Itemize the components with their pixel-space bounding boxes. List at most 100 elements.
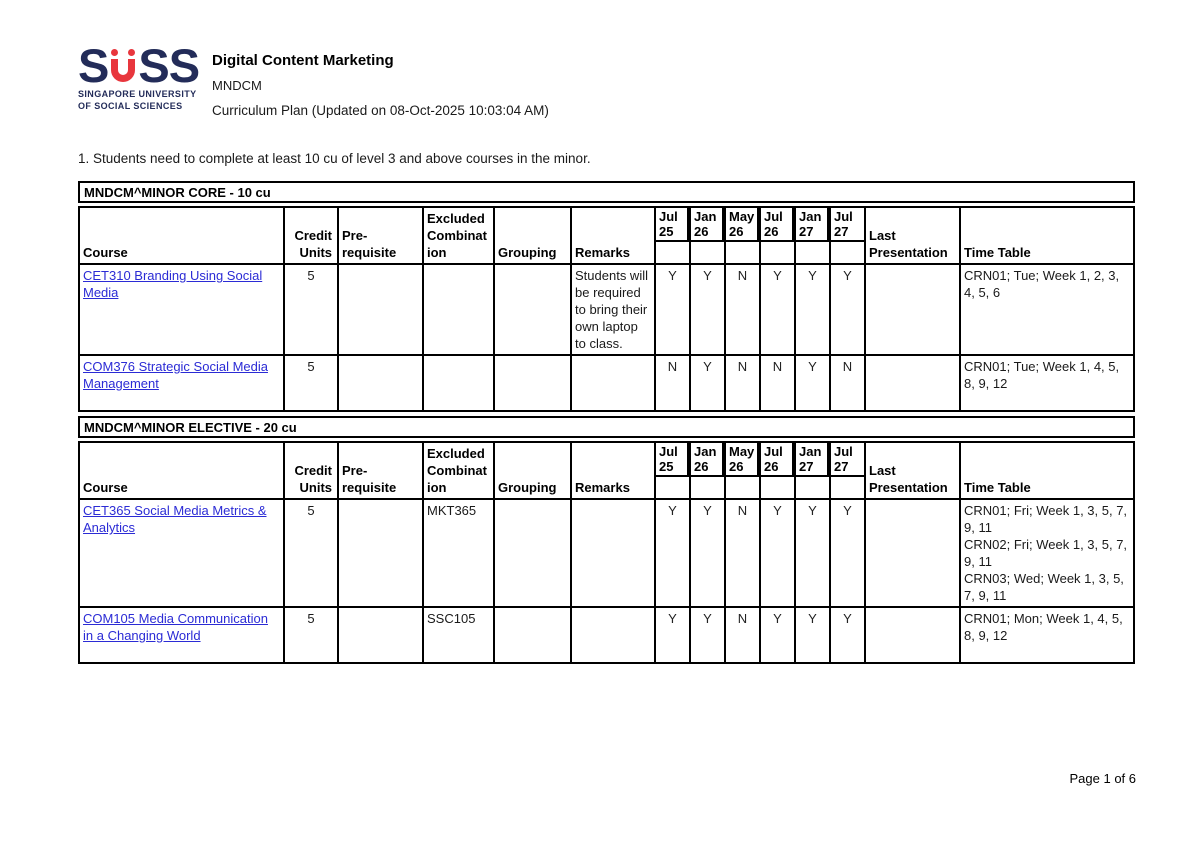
logo-tagline-line2: OF SOCIAL SCIENCES <box>78 101 183 111</box>
pre-requisite-cell <box>337 498 424 608</box>
col-header-time-table: Time Table <box>959 206 1135 265</box>
col-header-remarks: Remarks <box>570 441 656 500</box>
offered-jul27-cell: N <box>829 354 866 412</box>
curriculum-section: MNDCM^MINOR ELECTIVE - 20 cu Course Cred… <box>78 416 1135 664</box>
grouping-cell <box>493 498 572 608</box>
table-header-row: Course Credit Units Pre-requisite Exclud… <box>78 441 1135 500</box>
col-header-semester-jul26: Jul 26 <box>759 206 796 265</box>
excluded-combination-cell: SSC105 <box>422 606 495 664</box>
pre-requisite-cell <box>337 263 424 356</box>
logo-letter-s2: S <box>138 39 169 92</box>
course-cell: CET365 Social Media Metrics & Analytics <box>78 498 285 608</box>
course-cell: COM105 Media Communication in a Changing… <box>78 606 285 664</box>
col-header-semester-may26: May 26 <box>724 441 761 500</box>
offered-jan27-cell: Y <box>794 354 831 412</box>
col-header-semester-jan27: Jan 27 <box>794 206 831 265</box>
course-link[interactable]: COM376 Strategic Social Media Management <box>83 359 268 391</box>
course-cell: CET310 Branding Using Social Media <box>78 263 285 356</box>
sections: MNDCM^MINOR CORE - 10 cu Course Credit U… <box>78 181 1135 664</box>
suss-logo: S S S SINGAPORE UNIVERSITY OF SOCIAL SCI… <box>78 39 202 118</box>
timetable-cell: CRN01; Fri; Week 1, 3, 5, 7, 9, 11 CRN02;… <box>959 498 1135 608</box>
col-header-semester-jul25: Jul 25 <box>654 441 691 500</box>
page-number: Page 1 of 6 <box>1069 771 1137 786</box>
offered-may26-cell: N <box>724 498 761 608</box>
curriculum-table: Course Credit Units Pre-requisite Exclud… <box>78 206 1135 412</box>
offered-jan26-cell: Y <box>689 606 726 664</box>
program-code: MNDCM <box>212 78 262 93</box>
course-row: CET365 Social Media Metrics & Analytics … <box>78 498 1135 608</box>
pre-requisite-cell <box>337 606 424 664</box>
logo-u-icon <box>109 48 137 83</box>
section-title: MNDCM^MINOR CORE - 10 cu <box>78 181 1135 203</box>
offered-jan26-cell: Y <box>689 354 726 412</box>
col-header-semester-jul27: Jul 27 <box>829 441 866 500</box>
course-row: COM105 Media Communication in a Changing… <box>78 606 1135 664</box>
col-header-semester-jan27: Jan 27 <box>794 441 831 500</box>
offered-jul27-cell: Y <box>829 498 866 608</box>
col-header-last-presentation: Last Presentation <box>864 206 961 265</box>
timetable-cell: CRN01; Mon; Week 1, 4, 5, 8, 9, 12 <box>959 606 1135 664</box>
col-header-credit-units: Credit Units <box>283 206 339 265</box>
note-text: 1. Students need to complete at least 10… <box>78 151 591 166</box>
offered-jul25-cell: N <box>654 354 691 412</box>
offered-jul26-cell: Y <box>759 606 796 664</box>
credit-units-cell: 5 <box>283 354 339 412</box>
remarks-cell <box>570 606 656 664</box>
last-presentation-cell <box>864 606 961 664</box>
offered-jul25-cell: Y <box>654 498 691 608</box>
excluded-combination-cell: MKT365 <box>422 498 495 608</box>
col-header-remarks: Remarks <box>570 206 656 265</box>
offered-jul26-cell: Y <box>759 263 796 356</box>
offered-jul25-cell: Y <box>654 263 691 356</box>
table-header-row: Course Credit Units Pre-requisite Exclud… <box>78 206 1135 265</box>
credit-units-cell: 5 <box>283 498 339 608</box>
logo-tagline-line1: SINGAPORE UNIVERSITY <box>78 89 197 99</box>
credit-units-cell: 5 <box>283 263 339 356</box>
logo-u-body <box>111 59 136 82</box>
col-header-semester-jul26: Jul 26 <box>759 441 796 500</box>
last-presentation-cell <box>864 354 961 412</box>
remarks-cell <box>570 498 656 608</box>
last-presentation-cell <box>864 498 961 608</box>
timetable-entry: CRN01; Fri; Week 1, 3, 5, 7, 9, 11 <box>964 503 1128 535</box>
offered-jan26-cell: Y <box>689 263 726 356</box>
offered-may26-cell: N <box>724 263 761 356</box>
col-header-pre-requisite: Pre-requisite <box>337 441 424 500</box>
curriculum-plan-subtitle: Curriculum Plan (Updated on 08-Oct-2025 … <box>212 103 549 118</box>
section-title: MNDCM^MINOR ELECTIVE - 20 cu <box>78 416 1135 438</box>
grouping-cell <box>493 263 572 356</box>
course-row: CET310 Branding Using Social Media 5 Stu… <box>78 263 1135 356</box>
offered-jul26-cell: N <box>759 354 796 412</box>
offered-jul27-cell: Y <box>829 263 866 356</box>
offered-jan27-cell: Y <box>794 606 831 664</box>
pre-requisite-cell <box>337 354 424 412</box>
document-header: S S S SINGAPORE UNIVERSITY OF SOCIAL SCI… <box>78 39 549 118</box>
offered-jan27-cell: Y <box>794 263 831 356</box>
excluded-combination-cell <box>422 354 495 412</box>
remarks-cell: Students will be required to bring their… <box>570 263 656 356</box>
curriculum-table: Course Credit Units Pre-requisite Exclud… <box>78 441 1135 664</box>
course-link[interactable]: CET365 Social Media Metrics & Analytics <box>83 503 267 535</box>
logo-tagline: SINGAPORE UNIVERSITY OF SOCIAL SCIENCES <box>78 88 202 112</box>
timetable-entry: CRN02; Fri; Week 1, 3, 5, 7, 9, 11 <box>964 537 1128 569</box>
col-header-excluded-combination: Excluded Combination <box>422 206 495 265</box>
curriculum-section: MNDCM^MINOR CORE - 10 cu Course Credit U… <box>78 181 1135 412</box>
logo-u-dot-right <box>128 49 136 56</box>
offered-jul26-cell: Y <box>759 498 796 608</box>
course-link[interactable]: CET310 Branding Using Social Media <box>83 268 263 300</box>
logo-letter-s1: S <box>78 39 109 92</box>
course-link[interactable]: COM105 Media Communication in a Changing… <box>83 611 268 643</box>
col-header-course: Course <box>78 441 285 500</box>
offered-may26-cell: N <box>724 354 761 412</box>
course-row: COM376 Strategic Social Media Management… <box>78 354 1135 412</box>
course-cell: COM376 Strategic Social Media Management <box>78 354 285 412</box>
credit-units-cell: 5 <box>283 606 339 664</box>
timetable-cell: CRN01; Tue; Week 1, 2, 3, 4, 5, 6 <box>959 263 1135 356</box>
col-header-grouping: Grouping <box>493 441 572 500</box>
logo-u-dot-left <box>111 49 119 56</box>
col-header-semester-jan26: Jan 26 <box>689 206 726 265</box>
offered-jan26-cell: Y <box>689 498 726 608</box>
col-header-course: Course <box>78 206 285 265</box>
col-header-semester-may26: May 26 <box>724 206 761 265</box>
